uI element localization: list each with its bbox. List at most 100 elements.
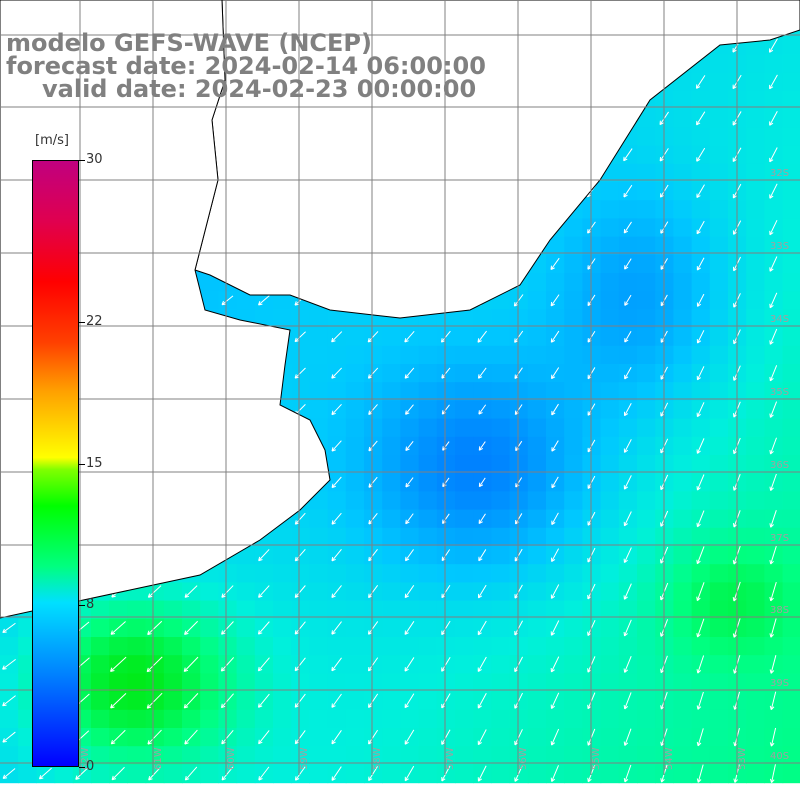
wind-cell <box>709 637 729 656</box>
wind-cell <box>746 546 765 565</box>
wind-cell <box>673 127 693 147</box>
wind-cell <box>746 327 765 347</box>
colorbar-tick-label: 30 <box>86 152 103 167</box>
wind-cell <box>200 673 219 693</box>
wind-cell <box>382 436 401 456</box>
wind-arrow <box>331 331 343 343</box>
wind-cell <box>382 345 401 365</box>
wind-cell <box>673 109 693 128</box>
wind-cell <box>673 218 693 238</box>
wind-cell <box>436 345 456 365</box>
wind-cell <box>709 364 729 383</box>
wind-cell <box>273 309 292 329</box>
wind-arrow <box>110 621 126 635</box>
wind-cell <box>655 455 674 474</box>
wind-cell <box>637 418 656 438</box>
wind-cell <box>309 582 329 602</box>
wind-cell <box>309 655 329 674</box>
wind-cell <box>546 273 565 292</box>
wind-cell <box>527 418 547 438</box>
wind-arrow <box>404 765 415 782</box>
wind-cell <box>746 309 765 329</box>
wind-cell <box>418 436 438 456</box>
wind-arrow <box>221 621 234 635</box>
lat-label: 32S <box>770 168 789 179</box>
wind-cell <box>564 418 583 438</box>
wind-arrow <box>442 441 450 451</box>
wind-cell <box>582 637 602 656</box>
wind-cell <box>273 746 292 765</box>
wind-cell <box>455 400 474 420</box>
wind-cell <box>582 382 602 401</box>
wind-cell <box>746 655 765 674</box>
wind-cell <box>691 273 711 292</box>
wind-cell <box>54 764 74 784</box>
wind-cell <box>746 637 765 656</box>
wind-cell <box>637 564 656 583</box>
wind-cell <box>746 691 765 711</box>
wind-cell <box>509 527 529 547</box>
wind-arrow <box>769 38 778 53</box>
wind-cell <box>236 673 256 693</box>
wind-cell <box>746 418 765 438</box>
wind-cell <box>345 709 365 729</box>
wind-cell <box>600 309 620 329</box>
wind-cell <box>309 564 329 583</box>
wind-cell <box>764 236 784 256</box>
wind-cell <box>127 600 147 620</box>
wind-cell <box>291 309 310 329</box>
wind-cell <box>382 673 401 693</box>
model-title: modelo GEFS-WAVE (NCEP) <box>6 29 372 57</box>
wind-arrow <box>184 620 199 635</box>
wind-cell <box>273 709 292 729</box>
wind-cell <box>546 345 565 365</box>
wind-cell <box>637 127 656 147</box>
wind-cell <box>782 509 800 529</box>
wind-cell <box>746 709 765 729</box>
wind-cell <box>309 618 329 638</box>
wind-cell <box>145 673 165 693</box>
wind-cell <box>163 618 183 638</box>
wind-cell <box>764 600 784 620</box>
wind-arrow <box>478 549 487 562</box>
wind-cell <box>673 564 693 583</box>
wind-cell <box>273 618 292 638</box>
wind-cell <box>746 746 765 765</box>
wind-cell <box>673 145 693 165</box>
wind-cell <box>637 236 656 256</box>
wind-cell <box>455 491 474 511</box>
wind-cell <box>764 637 784 656</box>
wind-cell <box>109 709 128 729</box>
wind-cell <box>764 673 784 693</box>
wind-cell <box>345 491 365 511</box>
wind-cell <box>345 582 365 602</box>
wind-cell <box>491 600 511 620</box>
wind-cell <box>673 200 693 219</box>
wind-cell <box>691 491 711 511</box>
wind-cell <box>782 455 800 474</box>
wind-cell <box>782 527 800 547</box>
wind-cell <box>345 673 365 693</box>
wind-cell <box>782 273 800 292</box>
wind-cell <box>618 746 638 765</box>
wind-cell <box>200 709 219 729</box>
wind-cell <box>564 218 583 238</box>
wind-cell <box>709 400 729 420</box>
wind-arrow <box>110 656 127 672</box>
wind-arrow <box>623 547 632 564</box>
wind-arrow <box>769 691 777 711</box>
latitude-labels: 32S 33S 34S 35S 36S 37S 38S 39S 40S <box>770 168 789 762</box>
wind-cell <box>345 400 365 420</box>
wind-arrow <box>477 656 487 672</box>
wind-cell <box>91 728 110 747</box>
wind-cell <box>746 254 765 274</box>
wind-cell <box>655 163 674 183</box>
wind-cell <box>564 618 583 638</box>
wind-cell <box>327 455 347 474</box>
wind-cell <box>637 200 656 219</box>
wind-arrow <box>478 477 486 488</box>
wind-arrow <box>623 728 632 746</box>
wind-cell <box>764 91 784 110</box>
wind-arrow <box>294 730 306 745</box>
wind-cell <box>582 673 602 693</box>
